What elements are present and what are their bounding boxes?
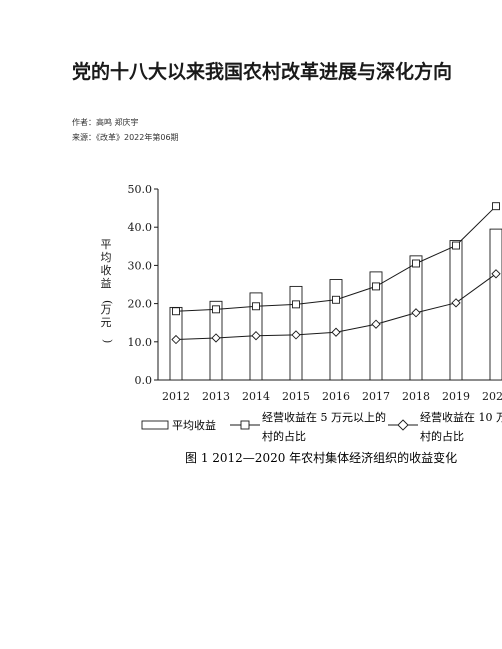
share-10w-point — [491, 269, 501, 279]
figure-caption: 图 1 2012—2020 年农村集体经济组织的收益变化 — [185, 450, 457, 465]
legend-diamond-marker — [397, 419, 409, 431]
legend-label-square-2: 村的占比 — [262, 429, 306, 443]
revenue-chart: 0.0 10.0 20.0 30.0 40.0 50.0 2012 2013 2014 2015 2… — [101, 183, 502, 465]
legend-label-diamond-2: 村的占比 — [420, 429, 464, 443]
share-10w-point — [411, 308, 421, 318]
x-tick-label: 2015 — [282, 390, 310, 403]
share-5w-point — [412, 259, 420, 268]
figure-1: 0.0 10.0 20.0 30.0 40.0 50.0 2012 2013 2014 2015 2… — [0, 170, 502, 480]
x-tick-label: 2014 — [242, 390, 270, 403]
chart-legend: 平均收益 经营收益在 5 万元以上的 村的占比 经营收益在 10 万元以上的 村… — [141, 410, 502, 443]
share-5w-point — [452, 241, 460, 250]
y-tick-label: 40.0 — [128, 221, 153, 234]
x-tick-label: 2013 — [202, 390, 230, 403]
y-tick-label: 0.0 — [135, 374, 153, 387]
x-tick-label: 2020 — [482, 390, 502, 403]
article-title: 党的十八大以来我国农村改革进展与深化方向 — [72, 61, 453, 83]
legend-label-square-1: 经营收益在 5 万元以上的 — [262, 410, 386, 424]
x-tick-label: 2012 — [162, 390, 190, 403]
share-5w-point — [252, 302, 260, 311]
legend-label-bar: 平均收益 — [172, 418, 216, 432]
share-10w-point — [331, 327, 341, 337]
share-5w-point — [172, 307, 180, 316]
share-5w-point — [492, 202, 500, 211]
legend-label-diamond-1: 经营收益在 10 万元以上的 — [420, 410, 502, 424]
share-10w-point — [171, 334, 181, 345]
legend-square-marker — [240, 420, 250, 430]
share-5w-point — [332, 295, 340, 304]
x-tick-label: 2017 — [362, 390, 390, 403]
bar-average-revenue — [489, 228, 502, 381]
article-authors: 作者：高鸣 郑庆宇 — [72, 118, 139, 127]
share-10w-point — [251, 331, 261, 341]
bar-average-revenue — [449, 240, 463, 381]
legend-bar-swatch — [141, 420, 169, 430]
share-10w-point — [371, 319, 381, 329]
x-tick-label: 2016 — [322, 390, 350, 403]
y-tick-label: 10.0 — [128, 336, 153, 349]
share-10w-point — [211, 333, 221, 343]
bar-average-revenue — [409, 255, 423, 381]
article-source: 来源：《改革》2022年第06期 — [72, 133, 179, 142]
share-5w-point — [292, 300, 300, 309]
x-tick-label: 2019 — [442, 390, 470, 403]
share-10w-point — [451, 298, 461, 308]
y-tick-label: 30.0 — [128, 259, 153, 272]
share-10w-point — [291, 330, 301, 340]
share-5w-point — [372, 282, 380, 291]
x-tick-label: 2018 — [402, 390, 430, 403]
share-5w-point — [212, 305, 220, 314]
y-tick-label: 20.0 — [128, 298, 153, 311]
y-tick-label: 50.0 — [128, 183, 153, 196]
y-axis-label: 平均收益(万元) — [101, 238, 114, 343]
